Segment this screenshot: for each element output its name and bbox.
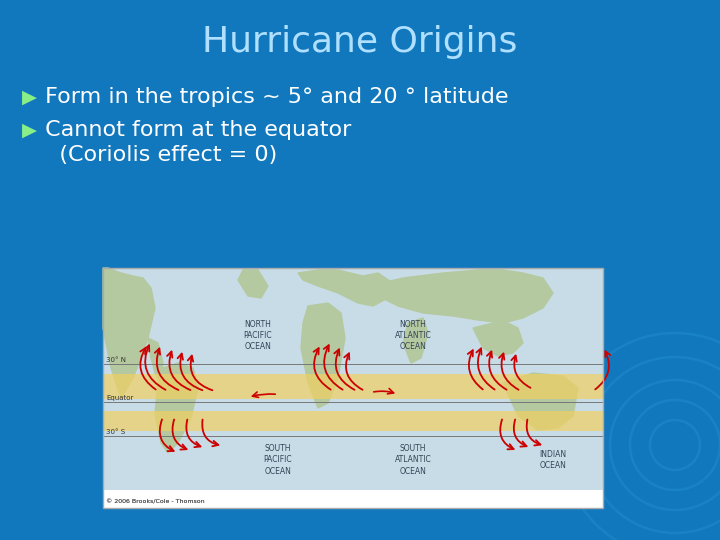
Polygon shape bbox=[148, 338, 163, 383]
Polygon shape bbox=[301, 303, 345, 408]
Polygon shape bbox=[103, 268, 155, 398]
Polygon shape bbox=[503, 373, 578, 430]
Text: INDIAN
OCEAN: INDIAN OCEAN bbox=[539, 450, 567, 470]
Text: SOUTH
PACIFIC
OCEAN: SOUTH PACIFIC OCEAN bbox=[264, 444, 292, 476]
Text: (Coriolis effect = 0): (Coriolis effect = 0) bbox=[38, 145, 277, 165]
Polygon shape bbox=[155, 363, 198, 453]
Text: SOUTH
ATLANTIC
OCEAN: SOUTH ATLANTIC OCEAN bbox=[395, 444, 431, 476]
Text: Equator: Equator bbox=[106, 395, 133, 401]
Polygon shape bbox=[403, 318, 428, 363]
Text: NORTH
PACIFIC
OCEAN: NORTH PACIFIC OCEAN bbox=[243, 320, 272, 351]
Text: Form in the tropics ~ 5° and 20 ° latitude: Form in the tropics ~ 5° and 20 ° latitu… bbox=[38, 87, 508, 107]
Text: Hurricane Origins: Hurricane Origins bbox=[202, 25, 518, 59]
Polygon shape bbox=[298, 270, 393, 306]
Text: © 2006 Brooks/Cole - Thomson: © 2006 Brooks/Cole - Thomson bbox=[106, 499, 204, 504]
Text: Cannot form at the equator: Cannot form at the equator bbox=[38, 120, 351, 140]
Bar bbox=[103, 268, 603, 508]
Polygon shape bbox=[368, 270, 553, 323]
Text: © 2006 Brooks/Cole - Thomson: © 2006 Brooks/Cole - Thomson bbox=[106, 499, 204, 504]
Bar bbox=[103, 374, 603, 399]
Text: 30° N: 30° N bbox=[106, 357, 126, 363]
Text: ▶: ▶ bbox=[22, 120, 37, 139]
Polygon shape bbox=[238, 270, 268, 298]
Text: ▶: ▶ bbox=[22, 87, 37, 106]
Bar bbox=[103, 411, 603, 431]
Text: NORTH
ATLANTIC
OCEAN: NORTH ATLANTIC OCEAN bbox=[395, 320, 431, 351]
Bar bbox=[103, 490, 603, 508]
Polygon shape bbox=[473, 323, 523, 356]
Bar bbox=[103, 268, 603, 508]
Text: 30° S: 30° S bbox=[106, 429, 125, 435]
